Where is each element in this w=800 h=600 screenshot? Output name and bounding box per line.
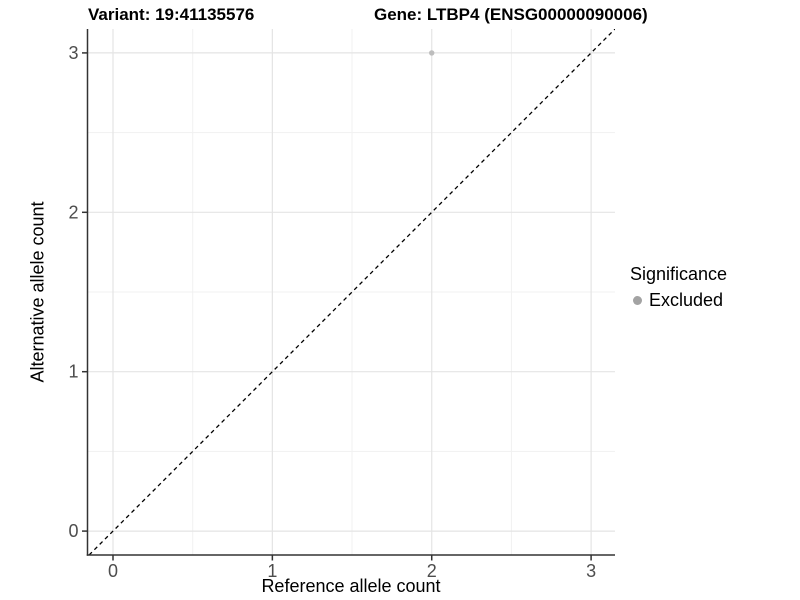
variant-title: Variant: 19:41135576	[88, 5, 255, 24]
identity-line	[88, 29, 615, 555]
x-tick-label: 3	[586, 561, 596, 581]
x-axis-title: Reference allele count	[261, 576, 441, 596]
x-tick-label: 1	[267, 561, 277, 581]
legend-title: Significance	[630, 264, 728, 284]
legend: Significance Excluded	[630, 264, 727, 311]
legend-item-label: Excluded	[649, 290, 724, 310]
y-tick-label: 2	[68, 202, 78, 222]
x-tick-label: 0	[108, 561, 118, 581]
y-tick-label: 1	[68, 362, 78, 382]
legend-item-excluded: Excluded	[630, 290, 727, 311]
y-tick-label: 0	[68, 521, 78, 541]
y-tick-label: 3	[68, 43, 78, 63]
excluded-point-icon	[633, 296, 642, 305]
x-tick-label: 2	[427, 561, 437, 581]
data-point	[429, 50, 435, 56]
gene-title: Gene: LTBP4 (ENSG00000090006)	[374, 5, 648, 24]
y-axis-title: Alternative allele count	[27, 201, 48, 383]
